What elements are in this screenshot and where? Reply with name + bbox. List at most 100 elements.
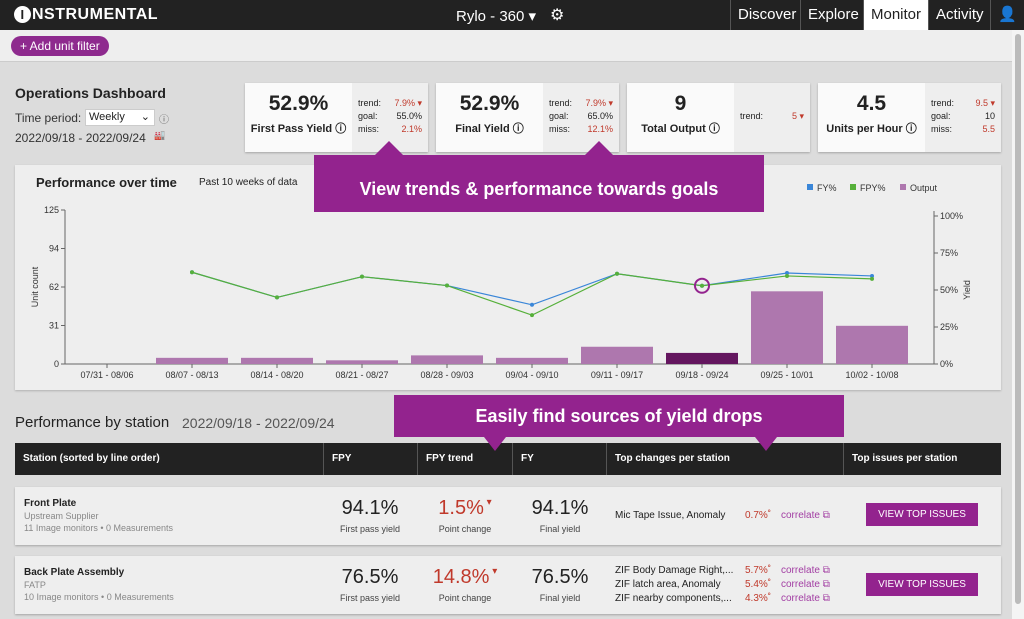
change-pct: 5.4%˚ <box>745 579 772 590</box>
header-top-issues: Top issues per station <box>843 443 957 475</box>
correlate-link[interactable]: correlate ⧉ <box>781 565 830 576</box>
kpi-card-fpy: 52.9% First Pass Yield ⓘ trend: 7.9% ▾ goal… <box>245 83 428 152</box>
fpy-trend-value: 1.5% ▾ <box>438 497 492 519</box>
external-link-icon: ⧉ <box>822 579 830 590</box>
x-tick-label: 08/14 - 08/20 <box>250 370 303 380</box>
x-tick-label: 07/31 - 08/06 <box>80 370 133 380</box>
miss-value: 5.5 <box>982 124 995 134</box>
external-link-icon: ⧉ <box>822 565 830 576</box>
user-icon[interactable]: 👤 <box>990 0 1024 30</box>
correlate-link[interactable]: correlate ⧉ <box>781 579 830 590</box>
kpi-value: 52.9% <box>268 92 329 115</box>
output-bar <box>666 352 738 364</box>
change-issue: Mic Tape Issue, Anomaly <box>615 510 726 521</box>
station-table-header: Station (sorted by line order) FPY FPY t… <box>15 443 1001 475</box>
trend-label: Point change <box>438 593 492 603</box>
info-icon[interactable]: ⓘ <box>335 123 347 135</box>
top-nav-bar: I NSTRUMENTAL Rylo - 360 ▾ ⚙ Discover Exp… <box>0 0 1024 30</box>
factory-icon: 🏭 <box>154 130 166 140</box>
kpi-card-fy: 52.9% Final Yield ⓘ trend: 7.9% ▾ goal: 65.0… <box>436 83 619 152</box>
y-tick-label: 62 <box>49 282 59 292</box>
info-icon[interactable]: ⓘ <box>905 123 917 135</box>
view-top-issues-button[interactable]: VIEW TOP ISSUES <box>866 573 978 596</box>
chart-title: Performance over time <box>36 175 177 190</box>
miss-label: miss: <box>549 124 570 134</box>
station-title: Performance by station <box>15 414 170 431</box>
external-link-icon: ⧉ <box>822 593 830 604</box>
time-period-select[interactable]: Weekly ⌄ <box>85 109 155 126</box>
kpi-card-uph: 4.5 Units per Hour ⓘ trend: 9.5 ▾ goal: 10 mi… <box>818 83 1001 152</box>
goal-value: 55.0% <box>396 111 422 121</box>
callout-yield-drops: Easily find sources of yield drops <box>394 395 844 437</box>
x-tick-label: 08/07 - 08/13 <box>165 370 218 380</box>
correlate-link[interactable]: correlate ⧉ <box>781 593 830 604</box>
station-name: Front Plate <box>24 498 77 509</box>
nav-activity[interactable]: Activity <box>928 0 991 30</box>
fy-label: Final yield <box>539 524 581 534</box>
fpy-trend-value: 14.8% ▾ <box>432 566 498 588</box>
nav-monitor[interactable]: Monitor <box>863 0 929 30</box>
y2-tick-label: 0% <box>940 359 953 369</box>
instrumental-logo[interactable]: I NSTRUMENTAL <box>14 6 158 24</box>
x-tick-label: 08/21 - 08/27 <box>335 370 388 380</box>
logo-text: NSTRUMENTAL <box>32 6 159 23</box>
legend-swatch <box>807 184 813 190</box>
output-bar <box>411 355 483 364</box>
nav-explore[interactable]: Explore <box>800 0 866 30</box>
gear-icon[interactable]: ⚙ <box>550 7 565 24</box>
change-issue: ZIF latch area, Anomaly <box>615 579 721 590</box>
station-row[interactable]: Back Plate Assembly FATP 10 Image monito… <box>15 556 1001 614</box>
fpy-value: 94.1% <box>341 497 399 519</box>
point-fpy-pct <box>870 276 874 281</box>
fy-label: Final yield <box>539 593 581 603</box>
output-bar <box>156 357 228 364</box>
point-fy-pct <box>785 270 789 275</box>
info-icon[interactable]: ⓘ <box>512 123 524 135</box>
header-fy[interactable]: FY <box>512 443 534 475</box>
output-bar <box>496 357 568 364</box>
scrollbar-thumb[interactable] <box>1015 34 1021 604</box>
info-icon[interactable]: ⓘ <box>708 123 720 135</box>
point-fpy-pct <box>360 274 364 279</box>
info-icon[interactable]: ⓘ <box>159 115 169 126</box>
station-name: Back Plate Assembly <box>24 567 125 578</box>
header-station[interactable]: Station (sorted by line order) <box>23 453 160 464</box>
y2-tick-label: 50% <box>940 285 958 295</box>
point-fpy-pct <box>700 283 704 288</box>
header-fpy-trend[interactable]: FPY trend <box>417 443 473 475</box>
x-tick-label: 09/11 - 09/17 <box>591 370 643 380</box>
project-selector[interactable]: Rylo - 360 ▾ <box>456 8 537 25</box>
trend-label: trend: <box>549 98 573 108</box>
time-period-value: Weekly <box>89 111 125 123</box>
add-unit-filter-button[interactable]: + Add unit filter <box>11 36 109 56</box>
trend-label: trend: <box>740 111 764 121</box>
change-issue: ZIF nearby components,... <box>615 593 732 604</box>
y-tick-label: 94 <box>49 244 59 254</box>
y-tick-label: 0 <box>54 359 59 369</box>
view-top-issues-button[interactable]: VIEW TOP ISSUES <box>866 503 978 526</box>
trend-label: trend: <box>931 98 955 108</box>
external-link-icon: ⧉ <box>822 510 830 521</box>
station-row[interactable]: Front Plate Upstream Supplier 11 Image m… <box>15 487 1001 545</box>
nav-discover[interactable]: Discover <box>730 0 803 30</box>
output-bar <box>581 346 653 364</box>
trend-label: trend: <box>358 98 382 108</box>
legend-label: FPY% <box>860 183 886 193</box>
legend-label: FY% <box>817 183 837 193</box>
kpi-label: First Pass Yield <box>250 123 333 135</box>
callout-arrow <box>755 437 777 451</box>
output-bar <box>326 360 398 364</box>
goal-value: 65.0% <box>587 111 613 121</box>
change-pct: 4.3%˚ <box>745 593 772 604</box>
header-fpy[interactable]: FPY <box>323 443 351 475</box>
fpy-label: First pass yield <box>339 593 401 603</box>
legend-swatch <box>900 184 906 190</box>
page-title: Operations Dashboard <box>15 85 166 101</box>
point-fy-pct <box>870 273 874 278</box>
miss-value: 12.1% <box>587 124 613 134</box>
point-fpy-pct <box>530 313 534 318</box>
point-fy-pct <box>530 302 534 307</box>
station-supplier: Upstream Supplier <box>24 511 99 521</box>
correlate-link[interactable]: correlate ⧉ <box>781 510 830 521</box>
y-tick-label: 31 <box>49 321 59 331</box>
